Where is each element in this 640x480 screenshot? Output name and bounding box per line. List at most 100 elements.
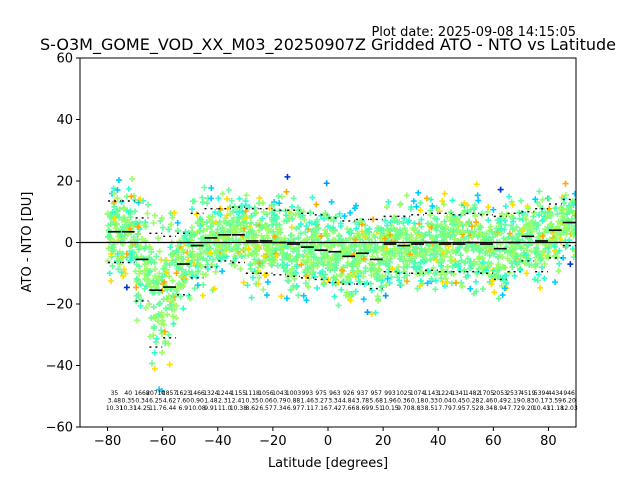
bin-stat-label: 11.7 <box>149 405 163 412</box>
data-point <box>170 297 177 304</box>
data-point <box>456 244 463 251</box>
data-point <box>408 258 415 265</box>
bin-stat-label: 1003 <box>286 390 301 397</box>
data-point <box>204 200 211 207</box>
data-point <box>111 203 118 210</box>
data-point <box>303 297 310 304</box>
data-point <box>230 214 237 221</box>
data-point <box>501 285 508 292</box>
data-point <box>360 273 367 280</box>
data-point <box>471 202 478 209</box>
data-point <box>263 292 270 299</box>
data-point <box>105 245 112 252</box>
data-point <box>468 223 475 230</box>
data-point <box>243 192 250 199</box>
x-tick-label: 60 <box>485 434 502 449</box>
data-point <box>476 253 483 260</box>
data-point <box>352 236 359 243</box>
data-point <box>469 243 476 250</box>
data-point <box>374 293 381 300</box>
data-point <box>473 219 480 226</box>
bin-stat-label: 6.97 <box>287 405 301 412</box>
data-point <box>347 209 354 216</box>
data-point <box>417 199 424 206</box>
points-layer <box>104 173 576 395</box>
data-point <box>491 289 498 296</box>
data-point <box>259 215 266 222</box>
data-point <box>561 220 568 227</box>
x-tick-label: −40 <box>204 434 231 449</box>
data-point <box>255 264 262 271</box>
data-point <box>135 223 142 230</box>
data-point <box>316 270 323 277</box>
data-point <box>219 268 226 275</box>
bin-stat-label: 4519 <box>520 390 535 397</box>
data-point <box>151 259 158 266</box>
data-point <box>386 232 393 239</box>
data-point <box>134 317 141 324</box>
data-point <box>466 218 473 225</box>
data-point <box>158 309 165 316</box>
data-point <box>114 211 121 218</box>
data-point <box>403 192 410 199</box>
data-point <box>462 221 469 228</box>
data-point <box>159 287 166 294</box>
data-point <box>169 277 176 284</box>
bin-stat-label: 0.17 <box>535 398 549 405</box>
data-point <box>362 264 369 271</box>
bin-stat-label: 1.46 <box>301 398 315 405</box>
data-point <box>431 215 438 222</box>
data-point <box>256 274 263 281</box>
data-point <box>382 292 389 299</box>
data-point <box>198 235 205 242</box>
data-point <box>236 195 243 202</box>
data-point <box>220 234 227 241</box>
bin-stat-label: 8.94 <box>494 405 508 412</box>
data-point <box>134 220 141 227</box>
data-point <box>283 295 290 302</box>
data-point <box>199 194 206 201</box>
data-point <box>467 206 474 213</box>
data-point <box>546 195 553 202</box>
data-point <box>495 272 502 279</box>
bin-stat-label: 0.34 <box>135 398 149 405</box>
data-point <box>150 277 157 284</box>
data-point <box>472 278 479 285</box>
data-point <box>173 270 180 277</box>
data-point <box>153 284 160 291</box>
bin-stat-label: 6.57 <box>259 405 273 412</box>
data-point <box>189 273 196 280</box>
data-point <box>189 198 196 205</box>
data-point <box>191 230 198 237</box>
data-point <box>250 232 257 239</box>
data-point <box>417 277 424 284</box>
data-point <box>209 213 216 220</box>
data-point <box>412 243 419 250</box>
data-point <box>128 193 135 200</box>
data-point <box>507 248 514 255</box>
data-point <box>358 221 365 228</box>
data-point <box>175 265 182 272</box>
data-point <box>356 251 363 258</box>
data-point <box>260 208 267 215</box>
data-point <box>158 273 165 280</box>
data-point <box>353 261 360 268</box>
data-point <box>369 253 376 260</box>
data-point <box>424 280 431 287</box>
axes-layer: −80 −60 −40 −20 0 20 40 60 80 −60 −40 −20 0 20 40 60 <box>46 52 557 450</box>
bin-stat-label: 975 <box>315 390 327 397</box>
data-point <box>308 259 315 266</box>
data-point <box>305 283 312 290</box>
data-point <box>133 261 140 268</box>
data-point <box>295 292 302 299</box>
data-point <box>177 293 184 300</box>
plot-date: Plot date: 2025-09-08 14:15:05 <box>371 25 576 40</box>
data-point <box>300 257 307 264</box>
data-point <box>537 256 544 263</box>
data-point <box>237 236 244 243</box>
bin-stat-label: 0.49 <box>494 398 508 405</box>
bin-stat-label: 0.18 <box>411 398 425 405</box>
data-point <box>345 246 352 253</box>
data-point <box>121 205 128 212</box>
data-point <box>498 225 505 232</box>
